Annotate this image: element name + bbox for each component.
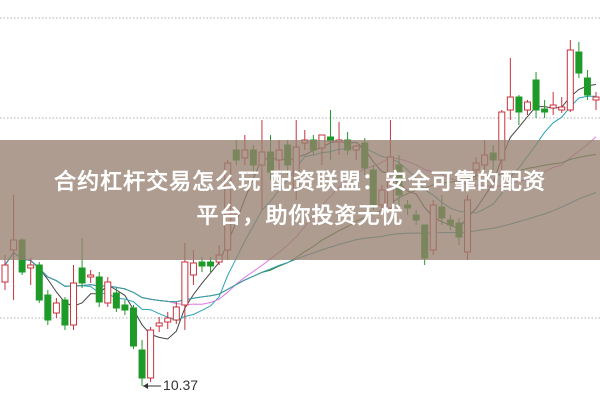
candle-body [138, 349, 146, 379]
candle-body [549, 104, 557, 109]
candle [104, 277, 112, 307]
candle-body [112, 292, 120, 309]
candle-body [515, 96, 523, 113]
candle [52, 298, 60, 318]
candle [541, 100, 549, 118]
candle [558, 97, 566, 113]
candle-body [95, 276, 103, 303]
candle [566, 40, 574, 112]
candle-body [592, 96, 600, 101]
candle [44, 290, 52, 325]
candle-body [575, 51, 583, 74]
title-line-1: 合约杠杆交易怎么玩 配资联盟：安全可靠的配资 [54, 170, 546, 195]
candle [27, 258, 35, 285]
candle-body [181, 261, 189, 306]
candle [61, 297, 69, 330]
candle-body [129, 307, 137, 347]
candle [1, 255, 9, 290]
candle-body [78, 267, 86, 284]
candle [506, 58, 514, 120]
candle-body [532, 79, 540, 111]
candle [583, 70, 591, 100]
candle-body [70, 282, 78, 326]
candle-body [164, 317, 172, 323]
candle [532, 72, 540, 118]
candle [164, 312, 172, 329]
candle-body [155, 322, 163, 327]
candle [155, 317, 163, 332]
candle-body [147, 329, 155, 379]
candle-body [198, 261, 206, 267]
candle-body [1, 264, 9, 283]
candle [87, 270, 95, 283]
title-banner: 合约杠杆交易怎么玩 配资联盟：安全可靠的配资 平台，助你投资无忧 [0, 140, 600, 260]
candle [35, 262, 43, 303]
candle-body [104, 281, 112, 304]
candle-body [523, 101, 531, 111]
candle [549, 92, 557, 115]
candle-body [87, 274, 95, 278]
title-line-2: 平台，助你投资无忧 [196, 204, 404, 229]
low-arrow-icon [143, 383, 162, 389]
candle [575, 42, 583, 78]
candle [592, 92, 600, 110]
candle-body [566, 49, 574, 111]
candle-body [506, 96, 514, 111]
candle [95, 272, 103, 307]
candle [112, 288, 120, 312]
candle [172, 302, 180, 324]
candle-body [558, 106, 566, 111]
candle-body [189, 262, 197, 276]
candle [138, 340, 146, 386]
low-price-label: 10.37 [163, 377, 199, 393]
low-arrow-head [143, 383, 149, 389]
candle-body [207, 261, 215, 267]
candle [70, 265, 78, 330]
candle-body [35, 264, 43, 301]
candle [515, 95, 523, 125]
candle-body [27, 264, 35, 269]
candle-body [44, 294, 52, 321]
candle [147, 327, 155, 382]
candle-body [583, 77, 591, 96]
candle-body [121, 304, 129, 311]
candle [523, 100, 531, 115]
candle-body [61, 299, 69, 326]
candle-body [172, 306, 180, 321]
candle-body [52, 302, 60, 314]
candle [129, 305, 137, 349]
candle-body [541, 108, 549, 113]
candle [121, 300, 129, 315]
